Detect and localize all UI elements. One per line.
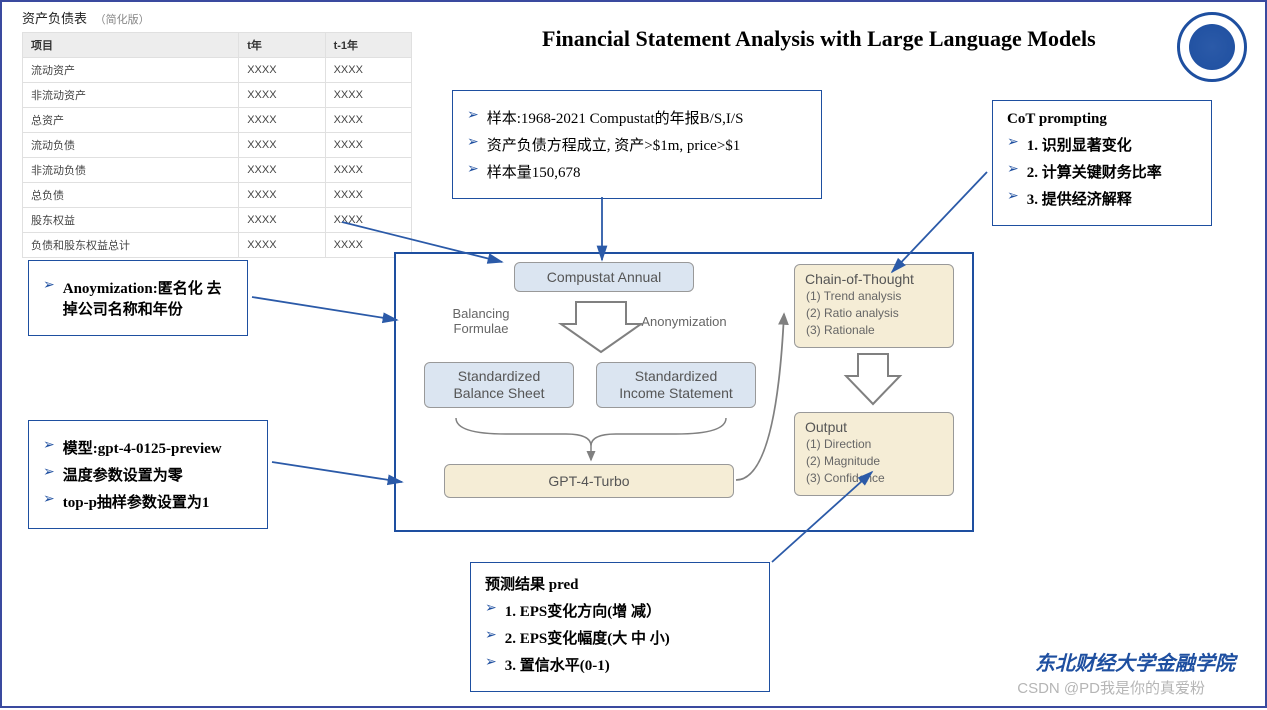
bullet-item: 模型:gpt-4-0125-preview — [43, 437, 253, 458]
output-items: (1) Direction(2) Magnitude(3) Confidence — [806, 436, 885, 486]
bullet-item: 3. 提供经济解释 — [1007, 188, 1197, 209]
flow-diagram: Compustat Annual BalancingFormulae Anony… — [394, 252, 974, 532]
bullet-item: 资产负债方程成立, 资产>$1m, price>$1 — [467, 134, 807, 155]
footer-institution: 东北财经大学金融学院 — [1035, 647, 1235, 676]
bullet-item: 2. 计算关键财务比率 — [1007, 161, 1197, 182]
page-title: Financial Statement Analysis with Large … — [542, 26, 1096, 52]
table-row: 流动负债XXXXXXXX — [23, 133, 412, 158]
cot-items: (1) Trend analysis(2) Ratio analysis(3) … — [806, 288, 901, 338]
table-row: 总负债XXXXXXXX — [23, 183, 412, 208]
balance-sheet-table: 项目t年t-1年 流动资产XXXXXXXX非流动资产XXXXXXXX总资产XXX… — [22, 32, 412, 258]
bullet-item: Anoymization:匿名化 去掉公司名称和年份 — [43, 277, 233, 319]
cot-box-title: Chain-of-Thought — [805, 271, 914, 287]
label-balancing: BalancingFormulae — [436, 306, 526, 336]
table-row: 非流动资产XXXXXXXX — [23, 83, 412, 108]
output-box-title: Output — [805, 419, 847, 435]
bullet-item: 温度参数设置为零 — [43, 464, 253, 485]
node-std-is: StandardizedIncome Statement — [596, 362, 756, 408]
bs-col: t年 — [239, 33, 325, 58]
cot-box: CoT prompting 1. 识别显著变化 2. 计算关键财务比率 3. 提供经… — [992, 100, 1212, 226]
bullet-item: 样本量150,678 — [467, 161, 807, 182]
bullet-item: 1. 识别显著变化 — [1007, 134, 1197, 155]
bullet-item: 样本:1968-2021 Compustat的年报B/S,I/S — [467, 107, 807, 128]
table-row: 股东权益XXXXXXXX — [23, 208, 412, 233]
bs-col: 项目 — [23, 33, 239, 58]
table-row: 流动资产XXXXXXXX — [23, 58, 412, 83]
balance-sheet-caption-sub: （简化版） — [95, 14, 150, 26]
pred-box: 预测结果 pred 1. EPS变化方向(增 减） 2. EPS变化幅度(大 中 … — [470, 562, 770, 692]
label-anonymization: Anonymization — [624, 314, 744, 329]
table-row: 非流动负债XXXXXXXX — [23, 158, 412, 183]
bullet-item: 3. 置信水平(0-1) — [485, 654, 755, 675]
sample-box: 样本:1968-2021 Compustat的年报B/S,I/S 资产负债方程成立… — [452, 90, 822, 199]
model-box: 模型:gpt-4-0125-preview 温度参数设置为零 top-p抽样参数设置… — [28, 420, 268, 529]
pred-header: 预测结果 pred — [485, 573, 755, 594]
university-logo — [1177, 12, 1247, 82]
footer-watermark: CSDN @PD我是你的真爱粉 — [1017, 677, 1205, 698]
bs-col: t-1年 — [325, 33, 411, 58]
anon-box: Anoymization:匿名化 去掉公司名称和年份 — [28, 260, 248, 336]
table-row: 负债和股东权益总计XXXXXXXX — [23, 233, 412, 258]
node-compustat: Compustat Annual — [514, 262, 694, 292]
table-row: 总资产XXXXXXXX — [23, 108, 412, 133]
node-std-bs: StandardizedBalance Sheet — [424, 362, 574, 408]
balance-sheet-caption: 资产负债表 （简化版） — [22, 8, 150, 27]
bullet-item: 1. EPS变化方向(增 减） — [485, 600, 755, 621]
cot-header: CoT prompting — [1007, 111, 1197, 128]
bullet-item: top-p抽样参数设置为1 — [43, 491, 253, 512]
balance-sheet-caption-main: 资产负债表 — [22, 11, 87, 26]
node-gpt: GPT-4-Turbo — [444, 464, 734, 498]
bullet-item: 2. EPS变化幅度(大 中 小) — [485, 627, 755, 648]
